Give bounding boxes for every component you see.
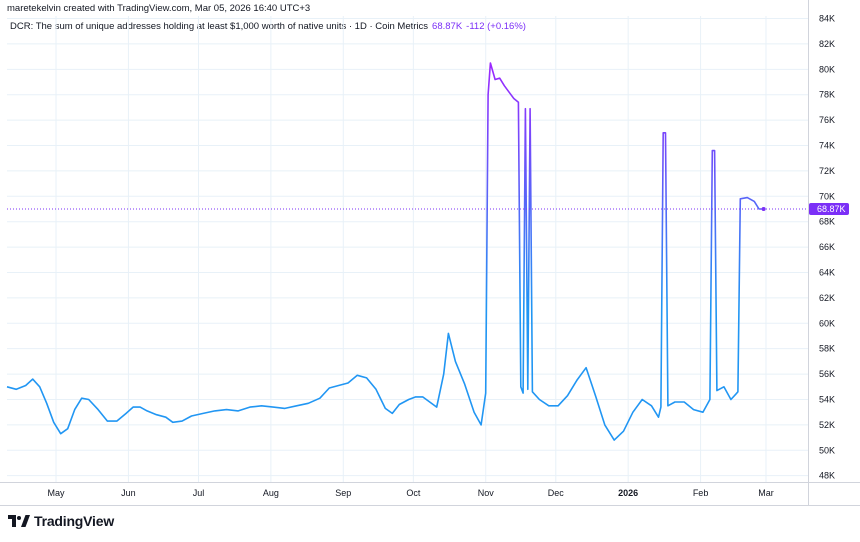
x-tick-label: Nov (478, 488, 495, 498)
x-tick-label: Sep (335, 488, 351, 498)
x-tick-label: May (48, 488, 66, 498)
y-tick-label: 76K (819, 115, 835, 125)
x-axis[interactable]: May Jun Jul Aug Sep Oct Nov Dec 2026 Feb Mar (48, 488, 774, 498)
series-last-value: 68.87K (432, 21, 463, 32)
y-tick-label: 50K (819, 445, 835, 455)
y-tick-label: 84K (819, 14, 835, 24)
last-value-label-text: 68.87K (817, 204, 846, 214)
series-line[interactable] (6, 62, 764, 441)
series-legend[interactable]: DCR: The sum of unique addresses holding… (10, 21, 526, 32)
gridlines (7, 16, 808, 482)
y-tick-label: 60K (819, 318, 835, 328)
x-tick-label: 2026 (618, 488, 638, 498)
y-tick-label: 48K (819, 471, 835, 481)
brand-name: TradingView (34, 513, 115, 529)
y-tick-label: 72K (819, 166, 835, 176)
x-tick-label: Jul (193, 488, 205, 498)
series-title: DCR: The sum of unique addresses holding… (10, 21, 429, 32)
y-tick-label: 80K (819, 64, 835, 74)
y-tick-label: 56K (819, 369, 835, 379)
chart-attribution: maretekelvin created with TradingView.co… (7, 3, 311, 14)
y-tick-label: 64K (819, 267, 835, 277)
y-tick-label: 62K (819, 293, 835, 303)
y-tick-label: 70K (819, 191, 835, 201)
y-tick-label: 78K (819, 90, 835, 100)
last-value-dot (761, 207, 766, 212)
y-tick-label: 74K (819, 141, 835, 151)
y-tick-label: 58K (819, 344, 835, 354)
x-tick-label: Mar (758, 488, 774, 498)
series-change: -112 (+0.16%) (466, 21, 526, 32)
tradingview-logo-icon (8, 515, 30, 527)
y-tick-label: 52K (819, 420, 835, 430)
x-tick-label: Feb (693, 488, 709, 498)
x-tick-label: Dec (548, 488, 565, 498)
series-points (6, 62, 764, 440)
y-tick-label: 82K (819, 39, 835, 49)
x-tick-label: Oct (406, 488, 421, 498)
y-axis[interactable]: 48K 50K 52K 54K 56K 58K 60K 62K 64K 66K 68K 70K 72K 7… (819, 14, 835, 481)
last-value-price-label: 68.87K (809, 203, 849, 216)
y-tick-label: 68K (819, 217, 835, 227)
y-tick-label: 54K (819, 394, 835, 404)
y-tick-label: 66K (819, 242, 835, 252)
x-tick-label: Aug (263, 488, 279, 498)
tradingview-logo[interactable]: TradingView (8, 513, 114, 529)
x-tick-label: Jun (121, 488, 136, 498)
